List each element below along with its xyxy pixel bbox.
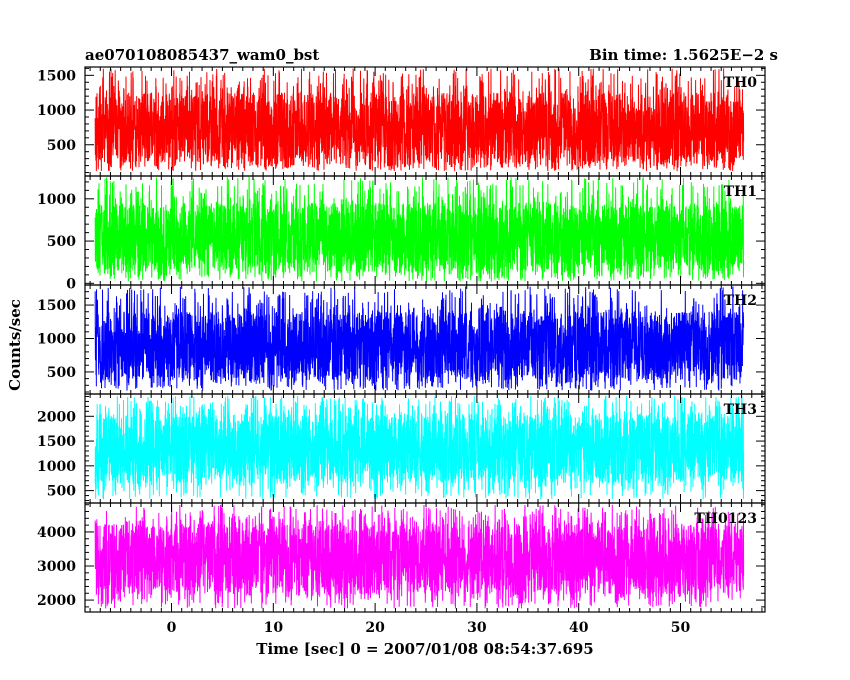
y-tick-label: 0 xyxy=(66,276,76,292)
y-tick-label: 1000 xyxy=(37,103,76,119)
channel-label-th0123: TH0123 xyxy=(694,511,757,527)
panel-th1: 0 500 1000 TH1 xyxy=(37,175,766,292)
bin-time-label: Bin time: 1.5625E−2 s xyxy=(589,46,778,64)
y-tick-label: 1500 xyxy=(37,68,76,84)
panel-th0123: 2000 3000 4000 TH0123 xyxy=(37,502,766,613)
x-axis-title: Time [sec] 0 = 2007/01/08 08:54:37.695 xyxy=(256,640,593,658)
channel-label-th2: TH2 xyxy=(724,293,757,309)
y-tick-label: 1500 xyxy=(37,298,76,314)
x-tick-label: 40 xyxy=(569,620,589,636)
y-tick-label: 500 xyxy=(47,365,76,381)
plot-title: ae070108085437_wam0_bst xyxy=(85,46,319,64)
x-tick-label: 0 xyxy=(167,620,177,636)
channel-label-th0: TH0 xyxy=(724,75,758,91)
channel-label-th1: TH1 xyxy=(724,184,757,200)
y-tick-label: 2000 xyxy=(37,593,76,609)
panel-th0: 500 1000 1500 TH0 xyxy=(37,66,766,177)
series-line-th0 xyxy=(94,68,745,172)
y-tick-label: 3000 xyxy=(37,559,76,575)
x-tick-label: 50 xyxy=(671,620,691,636)
series-line-th2 xyxy=(94,286,745,391)
channel-label-th3: TH3 xyxy=(724,402,757,418)
y-tick-label: 500 xyxy=(47,234,76,250)
x-tick-label: 20 xyxy=(365,620,385,636)
panel-th2: 500 1000 1500 TH2 xyxy=(37,284,766,395)
x-axis: 0 10 20 30 40 50 xyxy=(167,620,691,636)
y-tick-label: 4000 xyxy=(37,525,76,541)
x-tick-label: 10 xyxy=(264,620,284,636)
y-tick-label: 1000 xyxy=(37,331,76,347)
y-tick-label: 1000 xyxy=(37,459,76,475)
series-line-th1 xyxy=(94,176,745,282)
series-line-th0123 xyxy=(94,503,745,609)
y-tick-label: 500 xyxy=(47,138,76,154)
y-tick-label: 1500 xyxy=(37,434,76,450)
y-tick-label: 2000 xyxy=(37,409,76,425)
y-tick-label: 1000 xyxy=(37,192,76,208)
x-tick-label: 30 xyxy=(467,620,487,636)
y-axis-title: Counts/sec xyxy=(6,299,24,391)
panel-frame xyxy=(84,502,766,613)
panel-th3: 500 1000 1500 2000 TH3 xyxy=(37,393,766,504)
y-tick-label: 500 xyxy=(47,484,76,500)
series-line-th3 xyxy=(94,395,745,500)
